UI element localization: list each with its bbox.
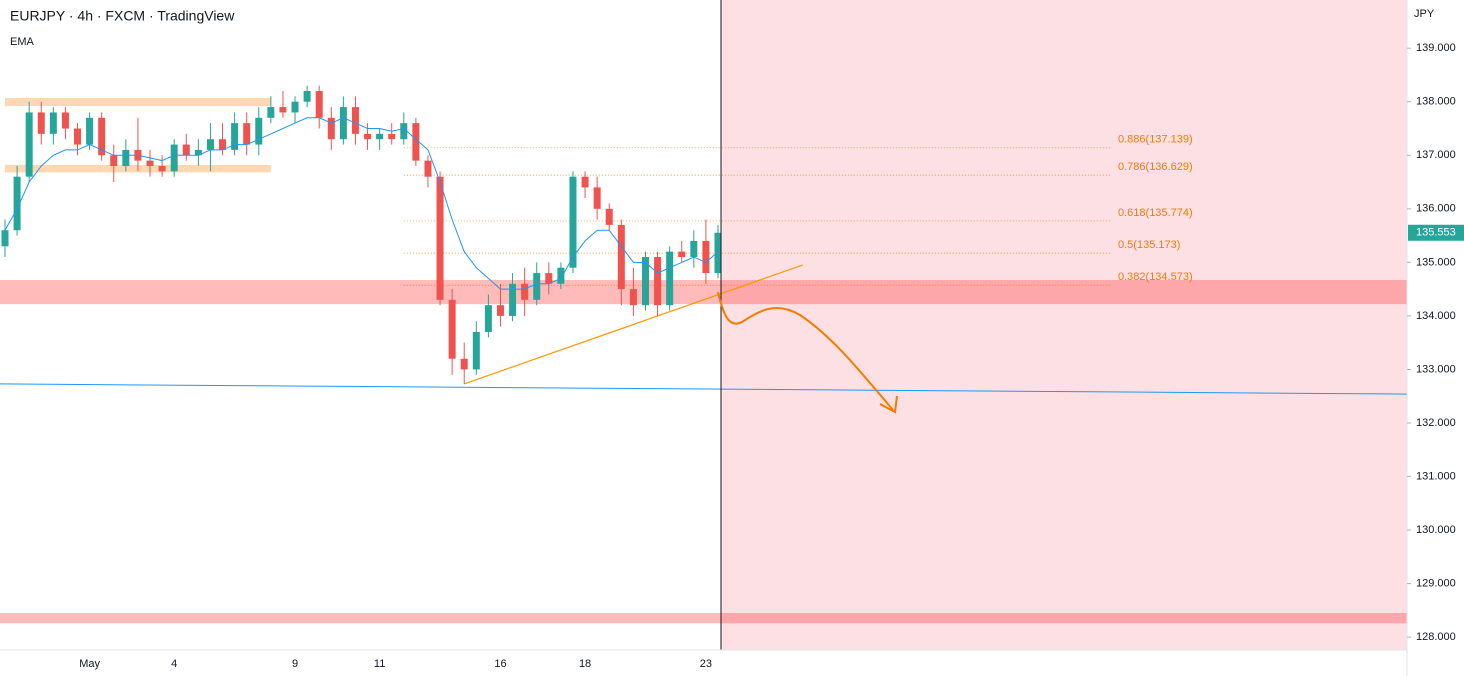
candle-body: [327, 117, 335, 140]
y-tick-label: 133.000: [1416, 363, 1456, 375]
fib-label: 0.618(135.774): [1118, 207, 1193, 219]
y-tick-label: 132.000: [1416, 417, 1456, 429]
candle-body: [303, 91, 311, 102]
candle-body: [412, 123, 420, 161]
candle-body: [678, 251, 686, 258]
trendline: [464, 264, 803, 385]
y-tick-label: 131.000: [1416, 470, 1456, 482]
candle-body: [569, 176, 577, 268]
candle-body: [279, 107, 287, 113]
candle-body: [629, 289, 637, 306]
x-tick-label: 4: [171, 658, 177, 670]
y-tick-label: 129.000: [1416, 578, 1456, 590]
candle-body: [86, 117, 94, 145]
candle-body: [13, 176, 21, 231]
candle-body: [496, 305, 504, 316]
candle-body: [25, 112, 33, 177]
y-tick-label: 139.000: [1416, 42, 1456, 54]
candle-body: [400, 123, 408, 140]
candle-body: [158, 165, 166, 172]
candle-body: [110, 155, 118, 166]
projection-arrow: [717, 291, 894, 411]
candle-body: [98, 117, 106, 156]
candle-body: [654, 257, 662, 306]
candle-body: [182, 144, 190, 156]
candle-body: [243, 123, 251, 145]
candle-body: [472, 331, 480, 370]
candle-body: [593, 187, 601, 209]
candle-body: [690, 240, 698, 258]
candle-body: [376, 133, 384, 140]
candle-body: [351, 107, 359, 134]
candle-body: [666, 251, 674, 306]
candle-body: [617, 224, 625, 290]
last-price-box: [1408, 224, 1464, 241]
candle-body: [364, 133, 372, 140]
candle-body: [61, 112, 69, 129]
candle-body: [255, 117, 263, 145]
fib-label: 0.786(136.629): [1118, 161, 1193, 173]
candle-body: [291, 101, 299, 113]
fib-label: 0.382(134.573): [1118, 271, 1193, 283]
y-tick-label: 134.000: [1416, 310, 1456, 322]
candle-body: [702, 240, 710, 274]
candle-body: [146, 160, 154, 166]
candle-body: [460, 358, 468, 370]
plot-layer: 0.886(137.139) 0.786(136.629) 0.618(135.77…: [0, 85, 1408, 624]
candle-body: [424, 160, 432, 177]
zone: [5, 97, 271, 107]
candle-body: [206, 139, 214, 150]
y-tick-label: 137.000: [1416, 149, 1456, 161]
y-tick-label: 138.000: [1416, 96, 1456, 108]
candle-body: [49, 112, 57, 134]
candle-body: [74, 128, 82, 145]
candle-body: [714, 232, 722, 274]
currency-label: JPY: [1414, 8, 1435, 20]
y-tick-label: 130.000: [1416, 524, 1456, 536]
candle-body: [641, 257, 649, 306]
candle-body: [436, 176, 444, 300]
fib-label: 0.886(137.139): [1118, 134, 1193, 146]
candle-body: [122, 149, 130, 166]
ema-line: [4, 117, 719, 290]
candle-body: [581, 176, 589, 188]
projection-arrow-head: [879, 395, 898, 414]
candle-body: [484, 305, 492, 332]
candle-body: [557, 267, 565, 284]
candle-body: [1, 230, 9, 247]
indicator-label: EMA: [10, 36, 35, 48]
last-price-label: 135.553: [1416, 227, 1456, 239]
x-tick-label: May: [79, 658, 100, 670]
candle-body: [533, 273, 541, 300]
candle-body: [231, 123, 239, 150]
zone: [0, 613, 1407, 624]
candle-body: [339, 107, 347, 140]
support-line: [0, 383, 1408, 395]
fib-label: 0.5(135.173): [1118, 239, 1180, 251]
candle-body: [37, 112, 45, 134]
forecast-area: [721, 0, 1407, 650]
x-tick-label: 11: [374, 658, 385, 670]
candle-body: [509, 283, 517, 316]
candle-body: [605, 208, 613, 225]
candle-body: [545, 273, 553, 284]
candle-body: [388, 133, 396, 140]
zone: [0, 280, 1407, 305]
x-tick-label: 23: [700, 658, 712, 670]
candle-body: [219, 139, 227, 150]
x-tick-label: 9: [292, 658, 298, 670]
y-tick-label: 135.000: [1416, 256, 1456, 268]
candle-body: [267, 107, 275, 118]
candle-body: [521, 283, 529, 300]
chart-title: EURJPY · 4h · FXCM · TradingView: [10, 8, 235, 24]
y-tick-label: 128.000: [1416, 631, 1456, 643]
y-tick-label: 136.000: [1416, 203, 1456, 215]
candle-body: [315, 91, 323, 118]
x-tick-label: 18: [579, 658, 591, 670]
x-tick-label: 16: [494, 658, 506, 670]
candle-body: [194, 149, 202, 156]
candle-body: [170, 144, 178, 172]
candle-body: [448, 299, 456, 359]
